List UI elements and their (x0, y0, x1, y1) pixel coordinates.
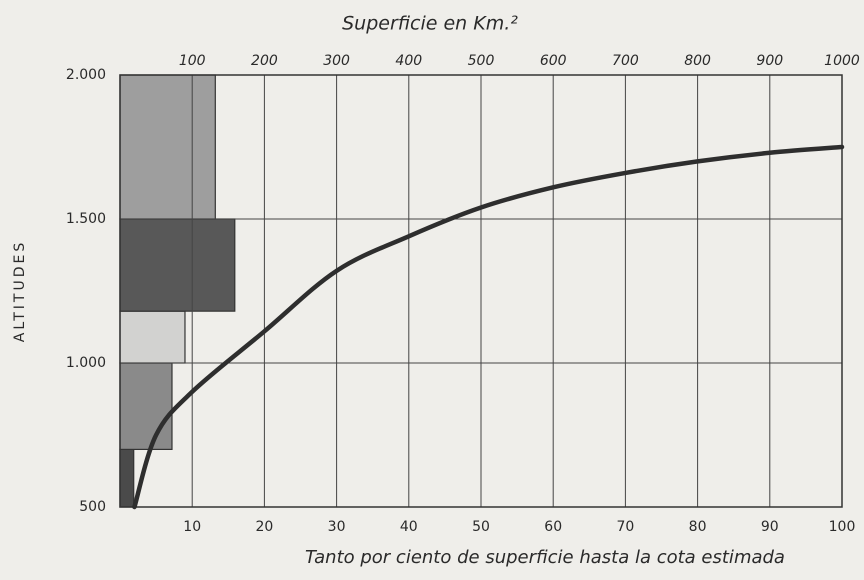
plot-frame (119, 74, 843, 508)
curve (132, 144, 845, 510)
y-tick-label: 1.500 (66, 211, 106, 227)
x-axis-label: Tanto por ciento de superficie hasta la … (305, 547, 785, 568)
y-axis-label: ALTITUDES (12, 240, 28, 342)
x2-tick-label: 300 (323, 53, 350, 69)
x-tick-label: 10 (183, 519, 201, 535)
x-tick-label: 40 (400, 519, 418, 535)
x2-tick-label: 500 (468, 53, 495, 69)
x2-tick-label: 200 (251, 53, 278, 69)
x2-tick-label: 900 (756, 53, 783, 69)
x-tick-label: 90 (761, 519, 779, 535)
chart-title: Superficie en Km.² (342, 13, 518, 35)
x-tick-label: 30 (328, 519, 346, 535)
x2-tick-label: 700 (612, 53, 639, 69)
x-tick-label: 50 (472, 519, 490, 535)
bar (119, 362, 173, 451)
x2-tick-label: 800 (684, 53, 711, 69)
x2-tick-label: 400 (395, 53, 422, 69)
x-tick-label: 70 (616, 519, 634, 535)
y-tick-label: 500 (79, 499, 106, 515)
x2-tick-label: 600 (540, 53, 567, 69)
bar (119, 448, 135, 508)
x2-tick-label: 100 (179, 53, 206, 69)
bar (119, 310, 186, 364)
y-tick-label: 1.000 (66, 355, 106, 371)
x-tick-label: 100 (829, 519, 856, 535)
x2-tick-label: 1000 (824, 53, 860, 69)
x-tick-label: 80 (689, 519, 707, 535)
bar (119, 74, 216, 220)
x-tick-label: 60 (544, 519, 562, 535)
bar (119, 218, 236, 312)
y-tick-label: 2.000 (66, 67, 106, 83)
x-tick-label: 20 (255, 519, 273, 535)
